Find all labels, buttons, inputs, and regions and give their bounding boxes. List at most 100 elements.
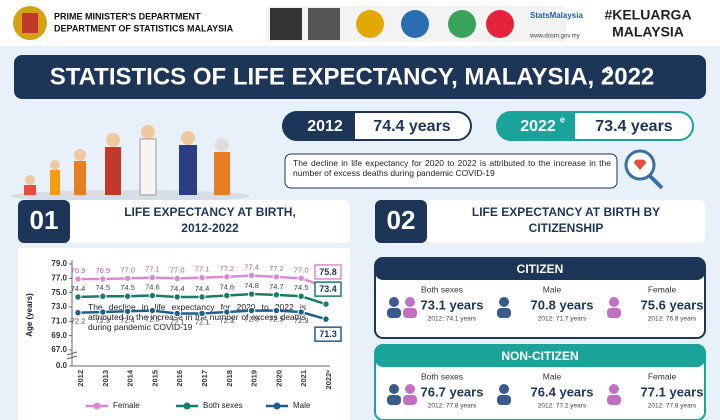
data-point	[247, 271, 256, 280]
data-label: 72.1	[170, 317, 185, 326]
data-point	[223, 291, 231, 300]
campaign: #KELUARGA	[604, 7, 691, 23]
data-label: 77.2	[219, 264, 234, 273]
x-tick-label: 2014	[126, 369, 135, 387]
x-tick-label: 2022ᵉ	[324, 370, 333, 390]
y-tick-label: 75.0	[51, 288, 67, 297]
person-icon	[403, 395, 417, 405]
citizenship-panels: CITIZEN Both sexes 73.1 years 2012: 74.1 ye…	[374, 257, 706, 420]
person-icon	[497, 395, 511, 405]
y-tick-label: 73.0	[51, 302, 67, 311]
data-point	[223, 308, 231, 316]
y-axis-label: Age (years)	[25, 293, 34, 337]
crest-shield	[22, 13, 38, 33]
note-text: The decline in life expectancy for 2020 …	[293, 158, 611, 178]
cell-base: 2012: 76.8 years	[648, 316, 697, 323]
page-title: STATISTICS OF LIFE EXPECTANCY, MALAYSIA,…	[50, 63, 655, 90]
cell-label: Male	[543, 284, 562, 294]
person-icon	[497, 308, 511, 318]
data-point	[148, 273, 157, 282]
person	[50, 170, 60, 195]
data-point	[99, 275, 107, 283]
person	[105, 147, 121, 195]
data-point	[198, 293, 206, 301]
data-label: 76.9	[95, 266, 110, 275]
highlight-year: 2022	[520, 118, 556, 135]
legend-label: Female	[113, 401, 140, 410]
y-tick-label: 77.0	[51, 273, 67, 282]
person	[214, 152, 230, 195]
legend-label: Both sexes	[203, 401, 243, 410]
website: www.dosm.gov.my	[529, 34, 580, 40]
data-label: 74.4	[195, 284, 210, 293]
highlight-value: 74.4 years	[373, 118, 451, 135]
x-tick-label: 2021	[299, 370, 308, 387]
agency-line: PRIME MINISTER'S DEPARTMENT	[54, 11, 201, 21]
social-handle: StatsMalaysia	[530, 11, 583, 20]
x-tick-label: 2018	[225, 370, 234, 387]
y-tick-label: 67.0	[51, 345, 67, 354]
data-label: 72.5	[269, 315, 284, 324]
data-point	[123, 307, 132, 315]
person	[25, 175, 35, 185]
sdg-logo	[486, 10, 514, 38]
data-point	[74, 275, 82, 283]
person-icon	[389, 297, 399, 307]
person-icon	[387, 395, 401, 405]
axis-break	[66, 351, 78, 360]
line-chart: Age (years) 79.0 77.0 75.0 73.0 71.0 69.0 67.0 0…	[25, 259, 342, 410]
data-label: 74.5	[95, 283, 110, 292]
data-label: 72.3	[294, 316, 309, 325]
data-label: 72.4	[120, 315, 135, 324]
person	[74, 149, 86, 161]
x-tick-label: 2013	[101, 370, 110, 387]
data-label: 74.7	[269, 282, 284, 291]
data-point	[272, 306, 281, 315]
last-value-box	[314, 281, 342, 297]
data-point	[173, 274, 181, 283]
data-label: 74.6	[219, 283, 234, 292]
cell-value: 76.4 years	[531, 384, 594, 399]
chart-panel	[18, 248, 350, 420]
highlight-tab	[497, 112, 575, 140]
data-point	[272, 291, 281, 299]
person-icon	[387, 308, 401, 318]
person-icon	[607, 308, 621, 318]
section-title: 2012-2022	[181, 221, 239, 235]
section-title: CITIZENSHIP	[529, 221, 604, 235]
section-number: 01	[30, 205, 59, 235]
section-number-box	[18, 200, 70, 243]
heart-icon	[634, 159, 646, 170]
person-icon	[609, 297, 619, 307]
x-tick-label: 2016	[175, 370, 184, 387]
data-point	[198, 273, 206, 282]
magnifier-handle	[648, 174, 664, 190]
data-label: 72.1	[195, 317, 210, 326]
annotation: The decline in life expectancy for 2020 …	[88, 302, 306, 332]
cell-value: 75.6 years	[641, 297, 704, 312]
data-point	[148, 291, 157, 300]
data-label: 72.5	[244, 315, 259, 324]
person	[139, 138, 157, 196]
x-tick-label: 2020	[274, 370, 283, 387]
cell-value: 76.7 years	[421, 384, 484, 399]
data-point	[74, 293, 82, 301]
data-point	[247, 290, 256, 298]
logo	[356, 10, 384, 38]
data-point	[173, 293, 181, 301]
data-label: 72.3	[219, 316, 234, 325]
person-icon	[609, 384, 619, 394]
data-point	[99, 292, 107, 300]
data-label: 72.5	[145, 315, 160, 324]
highlight-value: 73.4 years	[595, 118, 673, 135]
legend-swatch	[93, 402, 101, 410]
data-label: 74.5	[294, 283, 309, 292]
y-tick-label: 71.0	[51, 316, 67, 325]
data-label: 74.8	[244, 281, 259, 290]
cell-value: 73.1 years	[421, 297, 484, 312]
annotation-box: The decline in life expectancy for 2020 …	[88, 302, 306, 332]
data-point	[297, 274, 305, 283]
highlight-tab	[283, 112, 355, 140]
section-number-box	[375, 200, 427, 243]
